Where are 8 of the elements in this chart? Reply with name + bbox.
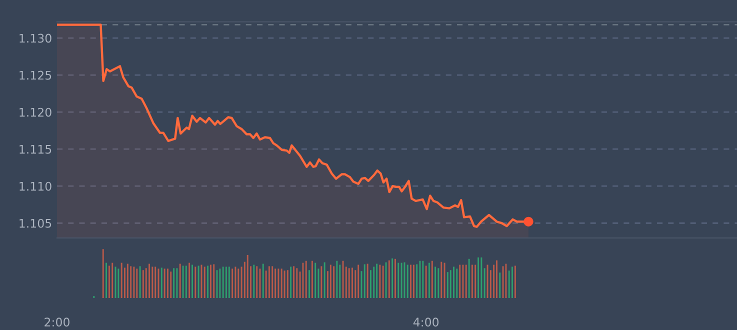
y-tick-label: 1.105: [20, 218, 52, 228]
y-tick-label: 1.125: [20, 70, 52, 80]
x-tick-label: 2:00: [44, 318, 70, 327]
y-tick-label: 1.120: [20, 108, 52, 117]
y-tick-label: 1.110: [20, 182, 52, 191]
x-tick-label: 4:00: [413, 318, 439, 327]
y-tick-label: 1.130: [20, 34, 52, 43]
y-tick-label: 1.115: [20, 144, 52, 154]
